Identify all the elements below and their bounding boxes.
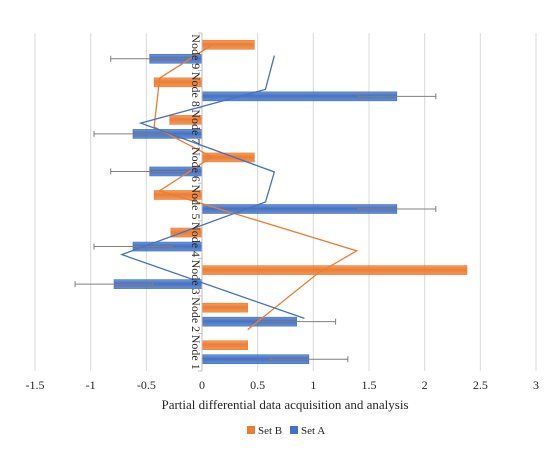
x-tick-label: 0 bbox=[199, 378, 205, 392]
legend-label-set-b: Set B bbox=[258, 425, 282, 437]
x-tick-label: -1.5 bbox=[26, 378, 45, 392]
legend-label-set-a: Set A bbox=[301, 425, 325, 437]
category-label: Node 8 bbox=[189, 72, 203, 107]
category-label: Node 4 bbox=[189, 222, 203, 257]
category-label: Node 9 bbox=[189, 34, 203, 69]
category-label: Node 7 bbox=[189, 109, 203, 144]
category-label: Node 1 bbox=[189, 335, 203, 370]
bar-set-b bbox=[201, 152, 255, 163]
category-label: Node 3 bbox=[189, 260, 203, 295]
x-tick-label: 2 bbox=[422, 378, 428, 392]
x-tick-label: 1.5 bbox=[362, 378, 377, 392]
legend-swatch-set-b bbox=[247, 426, 255, 434]
bar-set-b bbox=[201, 265, 468, 275]
bar-set-b bbox=[201, 302, 248, 313]
x-axis-title: Partial differential data acquisition an… bbox=[161, 397, 408, 412]
x-tick-label: 2.5 bbox=[473, 378, 488, 392]
x-tick-label: -0.5 bbox=[137, 378, 156, 392]
bar-set-b bbox=[201, 340, 248, 351]
category-label: Node 5 bbox=[189, 185, 203, 220]
category-label: Node 6 bbox=[189, 147, 203, 182]
category-label: Node 2 bbox=[189, 297, 203, 332]
overlay-line-set-a bbox=[119, 55, 305, 320]
x-tick-label: 3 bbox=[533, 378, 539, 392]
x-tick-label: 0.5 bbox=[250, 378, 265, 392]
x-tick-label: 1 bbox=[310, 378, 316, 392]
overlay-line-set-b bbox=[153, 43, 359, 331]
x-tick-label: -1 bbox=[86, 378, 96, 392]
legend-swatch-set-a bbox=[290, 426, 298, 434]
bar-set-b bbox=[201, 39, 255, 50]
